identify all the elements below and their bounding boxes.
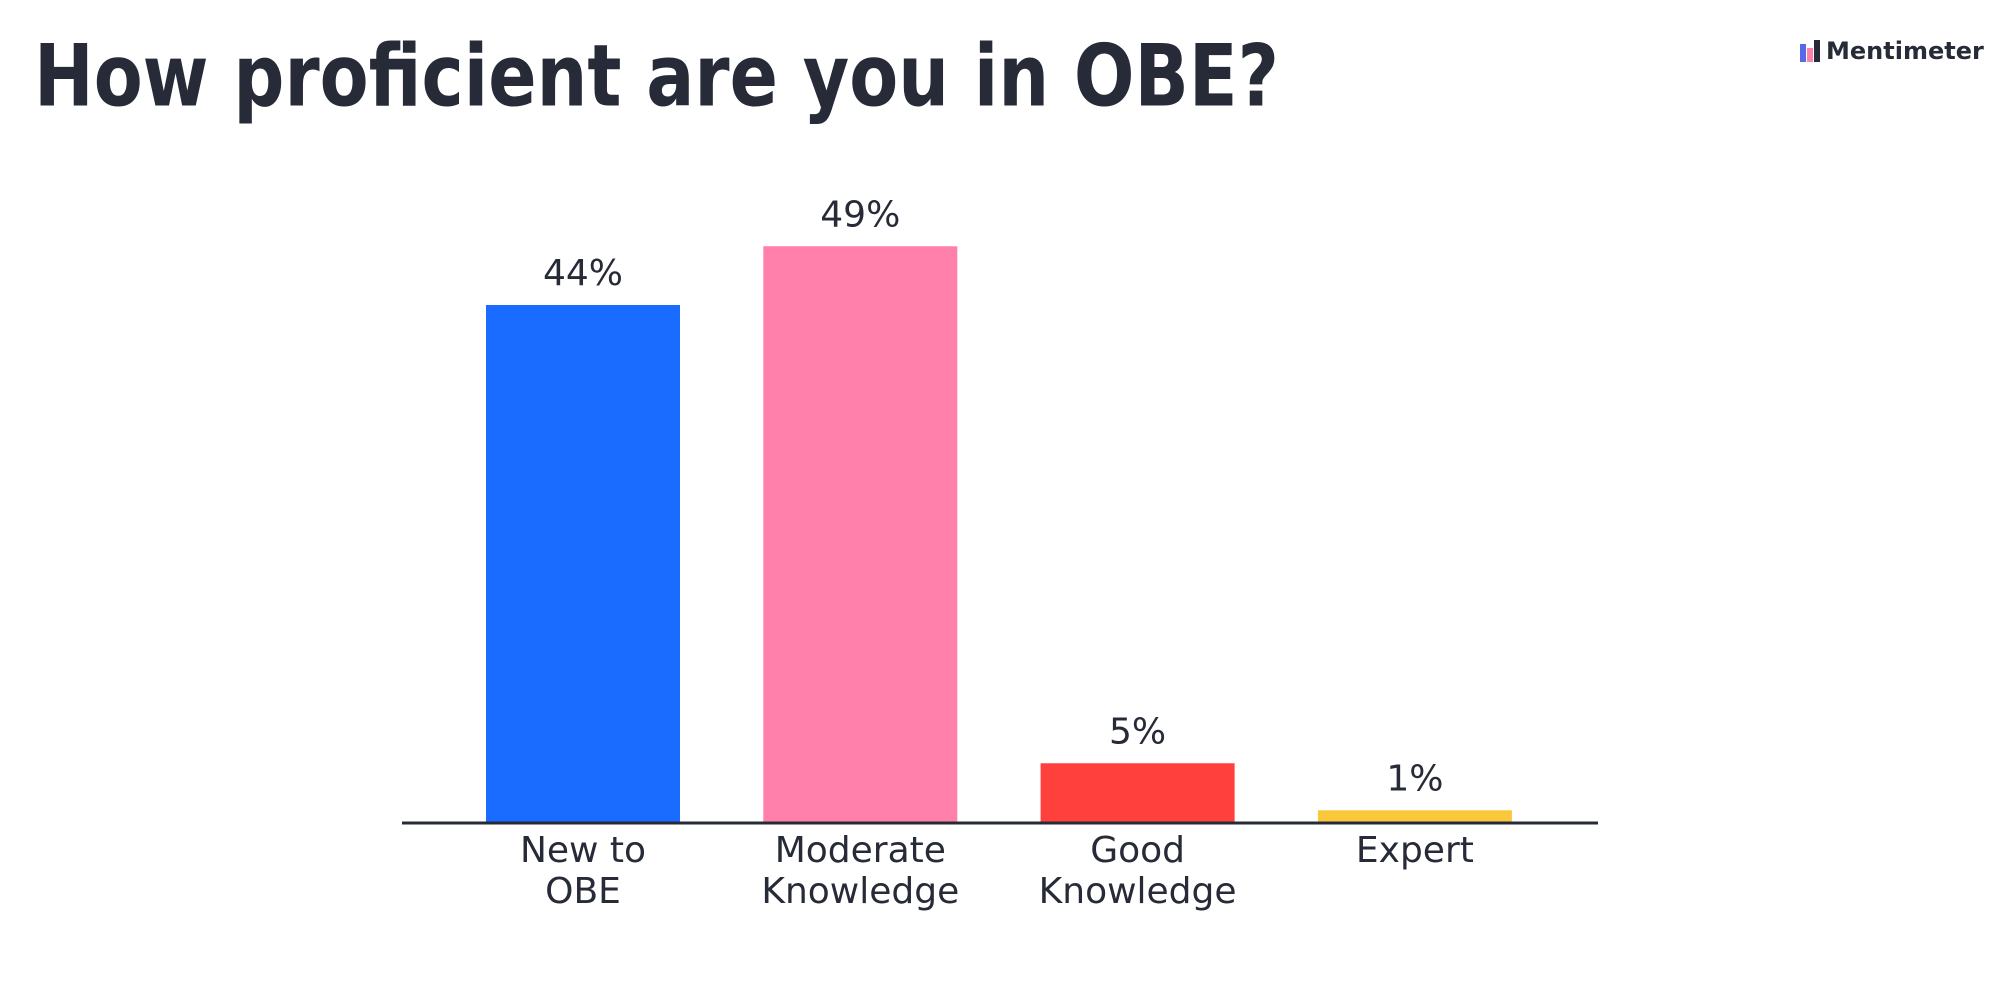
chart-title: How proficient are you in OBE? — [34, 26, 1279, 126]
category-label: Good — [1090, 830, 1185, 871]
bar — [486, 305, 680, 822]
brand-logo: Mentimeter — [1800, 37, 1984, 65]
plot: 44%New toOBE49%ModerateKnowledge5%GoodKn… — [486, 194, 1512, 912]
value-label: 1% — [1386, 758, 1443, 799]
bar — [1317, 810, 1512, 822]
value-label: 5% — [1109, 711, 1166, 752]
value-label: 44% — [543, 253, 623, 294]
category-label: Knowledge — [1039, 871, 1237, 912]
value-label: 49% — [820, 194, 900, 235]
bar — [763, 246, 958, 822]
category-label: New to — [520, 830, 646, 871]
logo-bar — [1814, 40, 1820, 62]
logo-bar — [1800, 44, 1806, 62]
bar — [1040, 763, 1235, 822]
category-label: Moderate — [775, 830, 946, 871]
logo-bar — [1807, 48, 1813, 62]
brand-name: Mentimeter — [1826, 37, 1984, 65]
category-label: Knowledge — [761, 871, 959, 912]
category-label: OBE — [545, 871, 621, 912]
category-label: Expert — [1356, 830, 1474, 871]
